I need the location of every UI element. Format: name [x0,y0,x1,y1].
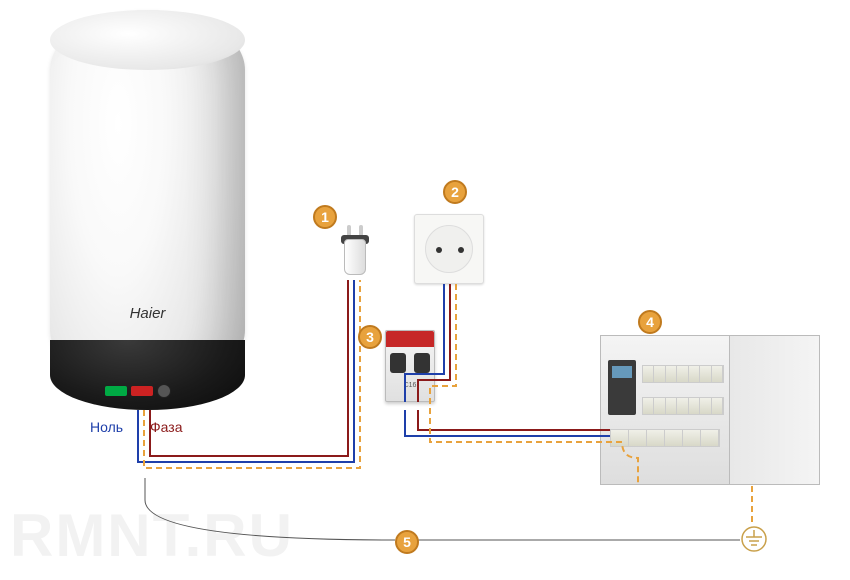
callout-badge-4: 4 [638,310,662,334]
power-plug [340,225,370,275]
heater-knob [157,384,171,398]
indicator-green [105,386,127,396]
distribution-panel [600,335,820,485]
breaker-switch-2 [414,353,430,373]
socket-hole-right [458,247,464,253]
heater-top-cap [50,10,245,70]
callout-badge-2: 2 [443,180,467,204]
electricity-meter [608,360,636,415]
socket-face [425,225,473,273]
breaker-marking: C16 [386,382,434,389]
wall-socket [414,214,484,284]
callout-badge-3: 3 [358,325,382,349]
label-neutral: Ноль [90,419,123,435]
heater-display [105,382,185,400]
breaker-switches [386,347,434,378]
watermark: RMNT.RU [10,501,294,570]
circuit-breaker: C16 [385,330,435,402]
earth-symbol-icon [740,525,768,553]
socket-hole-left [436,247,442,253]
panel-body [600,335,730,485]
water-heater: Haier [50,10,245,410]
panel-door [730,335,820,485]
heater-base [50,340,245,410]
plug-body [344,239,366,275]
breaker-switch-1 [390,353,406,373]
indicator-red [131,386,153,396]
breaker-row-1 [642,365,724,383]
label-phase: Фаза [150,419,182,435]
breaker-row-2 [642,397,724,415]
breaker-row-3 [610,429,720,447]
callout-badge-5: 5 [395,530,419,554]
callout-badge-1: 1 [313,205,337,229]
heater-brand-label: Haier [50,305,245,322]
breaker-top-bar [386,331,434,347]
